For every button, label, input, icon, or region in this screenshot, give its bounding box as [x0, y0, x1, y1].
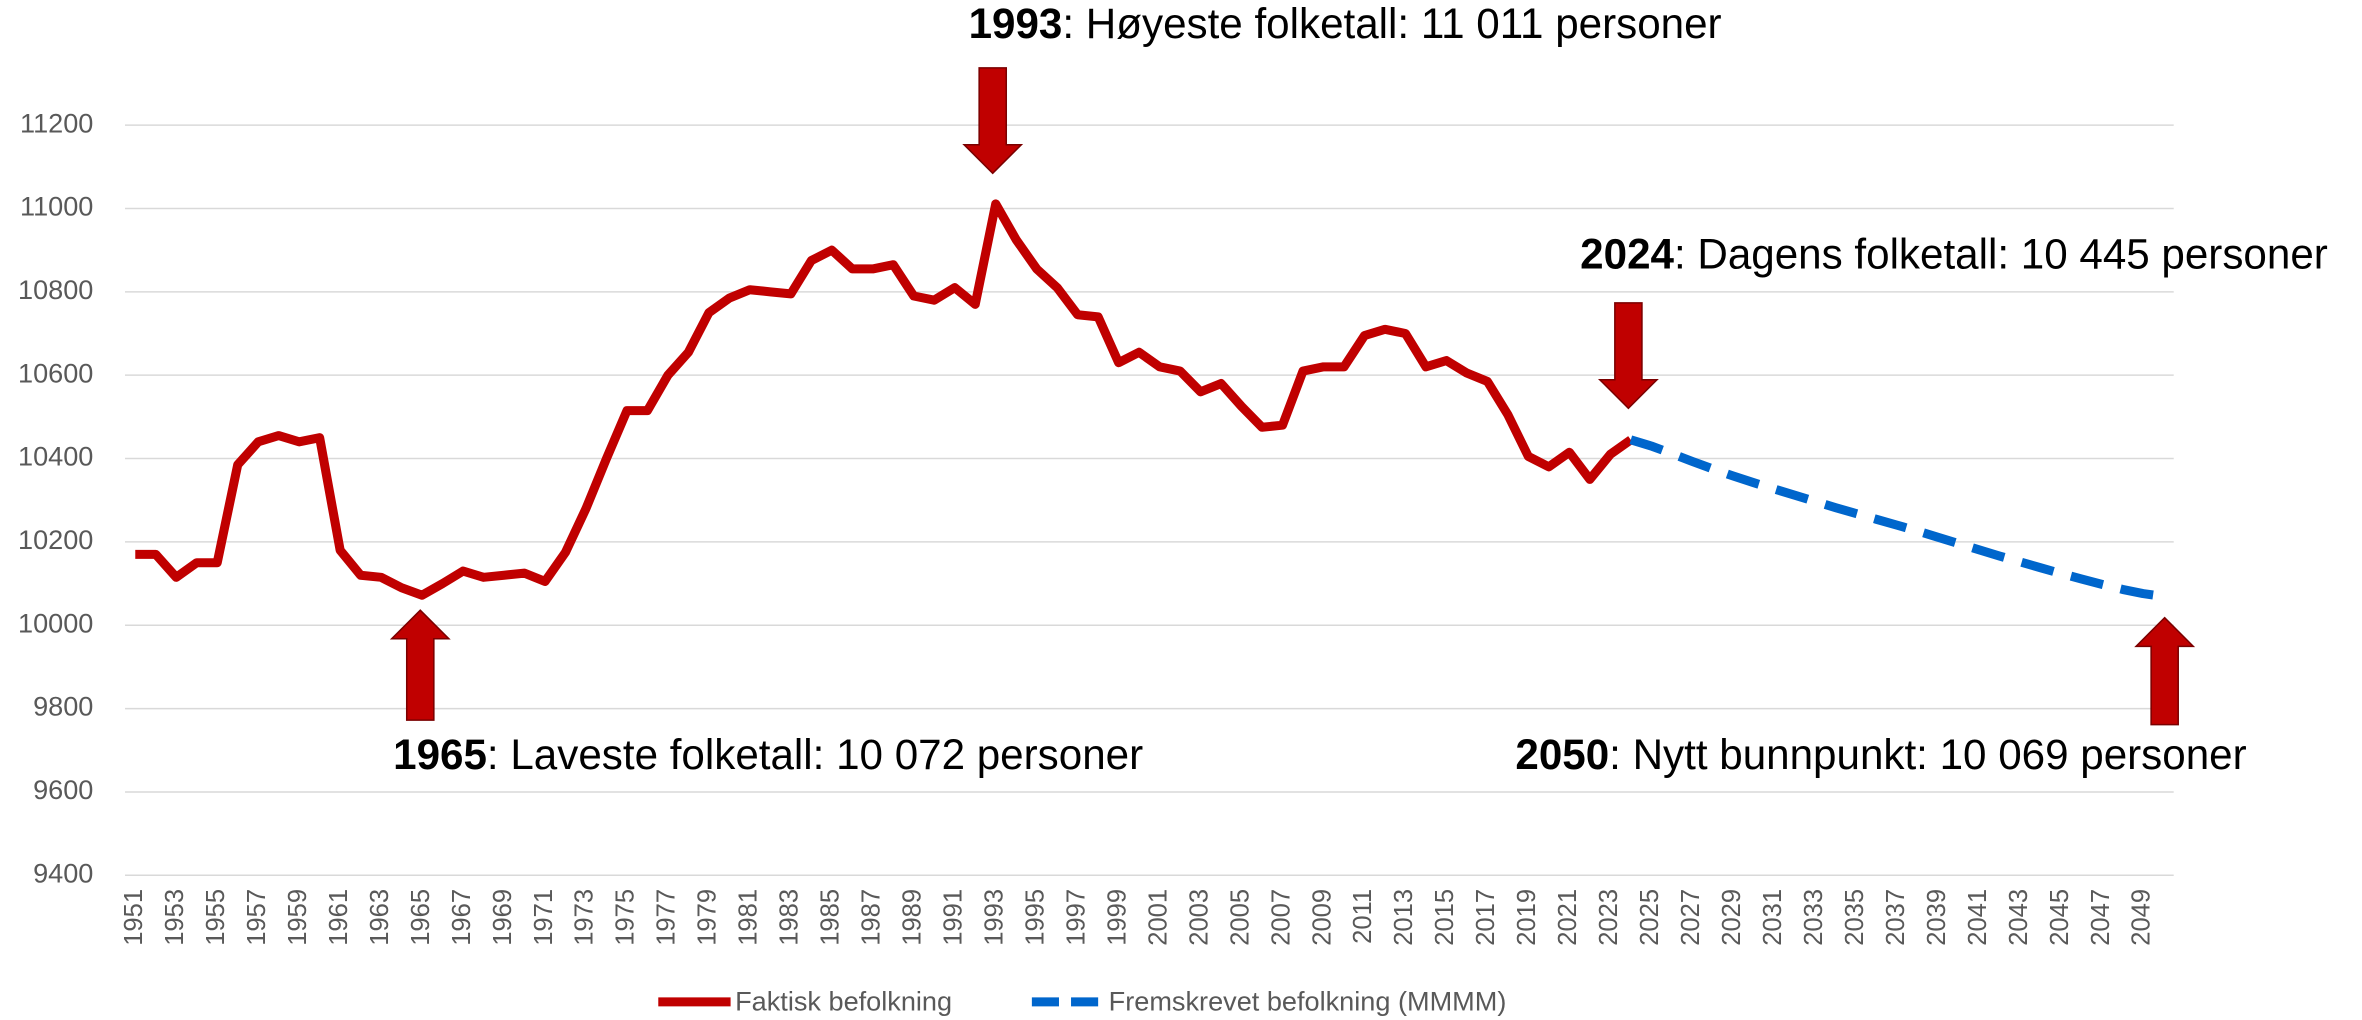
- annotation-year: 1993: [969, 0, 1063, 47]
- x-tick-label: 1955: [202, 889, 230, 946]
- x-tick-label: 2043: [2005, 889, 2033, 946]
- x-tick-label: 2021: [1554, 889, 1582, 946]
- x-tick-label: 2045: [2046, 889, 2074, 946]
- x-tick-label: 1961: [325, 889, 353, 946]
- x-tick-label: 2019: [1513, 889, 1541, 946]
- x-tick-label: 1995: [1021, 889, 1049, 946]
- annotation-year: 2050: [1515, 731, 1609, 778]
- annotation: 2024: Dagens folketall: 10 445 personer: [1580, 231, 2328, 278]
- y-tick-label: 10800: [18, 274, 93, 305]
- annotation-year: 1965: [393, 731, 487, 778]
- y-tick-label: 10000: [18, 607, 93, 638]
- x-tick-label: 1975: [612, 889, 640, 946]
- x-tick-label: 1971: [530, 889, 558, 946]
- legend-label: Faktisk befolkning: [735, 985, 952, 1016]
- y-tick-label: 9600: [33, 774, 93, 805]
- x-tick-label: 2039: [1923, 889, 1951, 946]
- x-tick-label: 2049: [2128, 889, 2156, 946]
- y-tick-label: 10400: [18, 441, 93, 472]
- x-tick-label: 2001: [1144, 889, 1172, 946]
- x-tick-label: 2025: [1636, 889, 1664, 946]
- x-tick-label: 1997: [1062, 889, 1090, 946]
- x-tick-label: 2017: [1472, 889, 1500, 946]
- x-tick-label: 2029: [1718, 889, 1746, 946]
- annotation: 1993: Høyeste folketall: 11 011 personer: [969, 0, 1722, 47]
- annotation-text: : Nytt bunnpunkt: 10 069 personer: [1609, 731, 2246, 778]
- x-tick-label: 1983: [776, 889, 804, 946]
- annotation-text: : Høyeste folketall: 11 011 personer: [1062, 0, 1721, 47]
- x-tick-label: 1973: [571, 889, 599, 946]
- x-tick-label: 2033: [1800, 889, 1828, 946]
- x-tick-label: 1957: [243, 889, 271, 946]
- legend-label: Fremskrevet befolkning (MMMM): [1109, 985, 1507, 1016]
- x-tick-label: 1965: [407, 889, 435, 946]
- x-tick-label: 1987: [858, 889, 886, 946]
- x-tick-label: 1967: [448, 889, 476, 946]
- arrow: [1597, 302, 1659, 410]
- x-tick-label: 1979: [694, 889, 722, 946]
- y-tick-label: 10600: [18, 357, 93, 388]
- legend: Faktisk befolkning Fremskrevet befolkning…: [658, 985, 1506, 1016]
- x-tick-label: 1999: [1103, 889, 1131, 946]
- y-tick-label: 11000: [20, 191, 93, 222]
- x-tick-label: 2013: [1390, 889, 1418, 946]
- data-line: [135, 199, 1634, 600]
- x-tick-label: 2031: [1759, 889, 1787, 946]
- annotation: 1965: Laveste folketall: 10 072 personer: [393, 731, 1143, 778]
- x-tick-label: 2037: [1882, 889, 1910, 946]
- x-tick-label: 2003: [1185, 889, 1213, 946]
- x-tick-label: 2023: [1595, 889, 1623, 946]
- y-tick-label: 10200: [18, 524, 93, 555]
- x-tick-label: 2035: [1841, 889, 1869, 946]
- x-tick-label: 2009: [1308, 889, 1336, 946]
- arrow: [2134, 616, 2196, 726]
- x-tick-label: 1989: [899, 889, 927, 946]
- annotation: 2050: Nytt bunnpunkt: 10 069 personer: [1515, 731, 2246, 778]
- arrow: [962, 67, 1024, 175]
- y-tick-label: 9400: [33, 857, 93, 888]
- x-tick-label: 1963: [366, 889, 394, 946]
- x-tick-label: 2041: [1964, 889, 1992, 946]
- arrow: [389, 609, 451, 721]
- y-tick-label: 9800: [33, 691, 93, 722]
- x-tick-label: 1951: [120, 889, 148, 946]
- x-tick-label: 1977: [653, 889, 681, 946]
- x-tick-label: 1959: [284, 889, 312, 946]
- x-tick-label: 2011: [1349, 889, 1377, 944]
- x-tick-label: 1953: [161, 889, 189, 946]
- x-tick-label: 2007: [1267, 889, 1295, 946]
- x-tick-label: 2027: [1677, 889, 1705, 946]
- data-line: [1629, 435, 2165, 601]
- y-tick-label: 11200: [20, 107, 93, 138]
- arrows: [389, 67, 2196, 726]
- x-tick-label: 1969: [489, 889, 517, 946]
- grid: 9400 9600 9800 10000 10200 10400 10600 10800 110…: [18, 107, 2174, 946]
- annotation-text: : Dagens folketall: 10 445 personer: [1674, 231, 2328, 278]
- annotation-text: : Laveste folketall: 10 072 personer: [487, 731, 1143, 778]
- x-tick-label: 1981: [735, 889, 763, 946]
- x-tick-label: 1991: [940, 889, 968, 946]
- x-tick-label: 1985: [817, 889, 845, 946]
- lines: [135, 199, 2165, 601]
- x-tick-label: 1993: [980, 889, 1008, 946]
- x-tick-label: 2047: [2087, 889, 2115, 946]
- x-tick-label: 2005: [1226, 889, 1254, 946]
- x-tick-label: 2015: [1431, 889, 1459, 946]
- annotation-year: 2024: [1580, 231, 1674, 278]
